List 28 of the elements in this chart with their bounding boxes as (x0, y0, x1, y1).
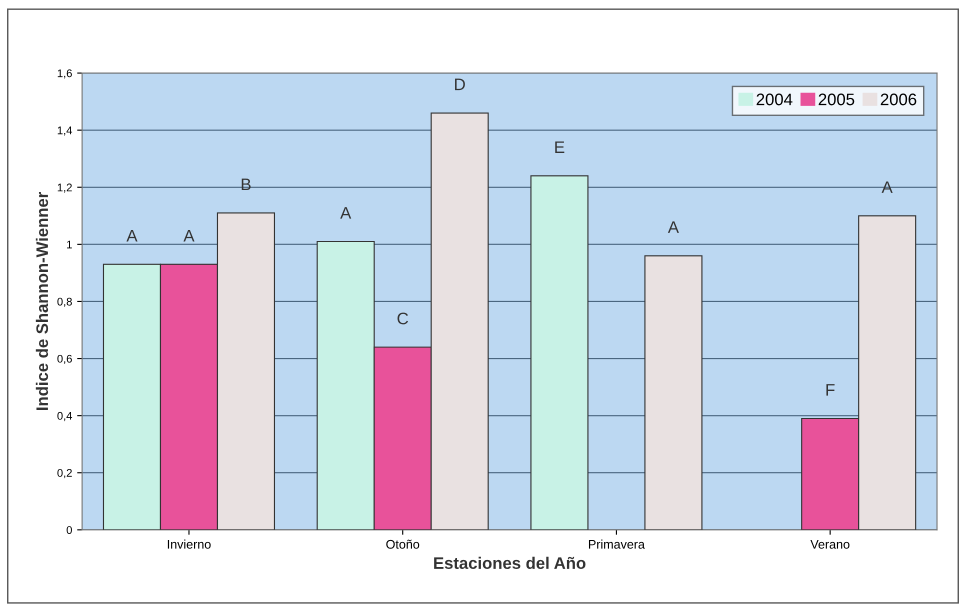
y-axis-title: Indice de Shannon-Wienner (36, 192, 48, 410)
legend-label: 2005 (818, 94, 854, 106)
annotation: E (555, 141, 564, 153)
x-tick-label: Verano (810, 540, 850, 549)
y-tick-label: 1,6 (58, 69, 72, 79)
x-tick-label: Invierno (168, 540, 211, 549)
y-tick-label: 1,2 (58, 184, 72, 193)
y-tick-label: 1 (67, 240, 72, 248)
x-tick-label: Primavera (588, 540, 645, 549)
y-tick-label: 0,8 (57, 298, 72, 307)
annotation: A (668, 221, 679, 233)
y-tick-label: 0,2 (57, 469, 72, 478)
x-axis-title: Estaciones del Año (434, 556, 586, 569)
bar (530, 175, 588, 530)
annotation: D (455, 78, 465, 90)
y-tick-label: 0,6 (57, 354, 72, 364)
annotation: A (183, 230, 194, 242)
legend-label: 2006 (880, 94, 916, 106)
y-tick-label: 1,4 (58, 126, 72, 136)
x-tick-label: Otoño (386, 540, 420, 549)
annotation: A (340, 207, 352, 219)
legend-label: 2004 (756, 94, 792, 106)
annotation: F (826, 384, 835, 396)
y-tick-label: 0,4 (57, 412, 72, 422)
y-tick-label: 0 (66, 526, 72, 534)
annotation: A (126, 230, 138, 242)
bar (644, 255, 702, 530)
annotation: C (398, 312, 408, 324)
